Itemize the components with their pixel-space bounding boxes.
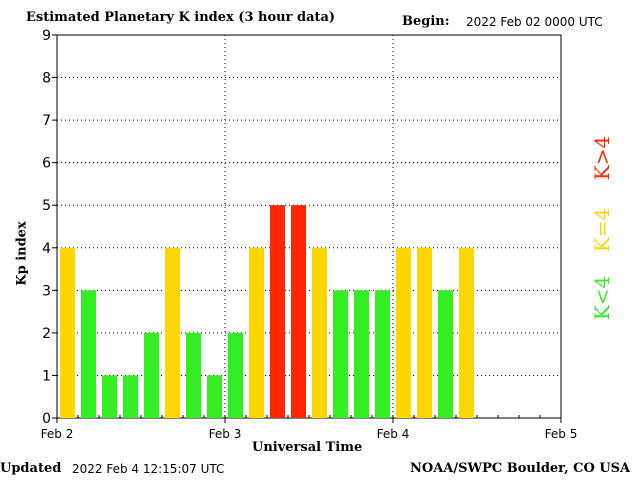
y-tick-label: 0 xyxy=(42,411,51,427)
kp-bar xyxy=(417,247,432,418)
x-axis-label: Universal Time xyxy=(252,440,363,455)
kp-bar xyxy=(291,205,306,418)
updated-value: 2022 Feb 4 12:15:07 UTC xyxy=(72,462,225,476)
kp-bar xyxy=(375,290,390,418)
source-credit: NOAA/SWPC Boulder, CO USA xyxy=(410,461,631,476)
kp-bar xyxy=(438,290,453,418)
legend-high-text: K>4 xyxy=(590,135,614,181)
y-axis-label-box: Kp index xyxy=(2,196,42,316)
y-tick-label: 4 xyxy=(42,241,51,257)
x-tick-label: Feb 2 xyxy=(41,427,74,441)
kp-bar xyxy=(207,375,222,418)
updated-label: Updated xyxy=(0,461,62,476)
legend-low-text: K<4 xyxy=(590,275,614,321)
kp-bar xyxy=(312,247,327,418)
kp-bar xyxy=(123,375,138,418)
x-tick-label: Feb 3 xyxy=(209,427,242,441)
x-tick-label: Feb 5 xyxy=(545,427,578,441)
begin-label: Begin: xyxy=(402,14,450,29)
kp-bar xyxy=(60,247,75,418)
kp-bar xyxy=(144,332,159,418)
x-tick-label: Feb 4 xyxy=(377,427,410,441)
kp-bar xyxy=(333,290,348,418)
kp-bar xyxy=(102,375,117,418)
plot-frame xyxy=(56,34,562,419)
kp-bar xyxy=(186,332,201,418)
y-tick-label: 5 xyxy=(42,198,51,214)
y-tick-label: 7 xyxy=(42,113,51,129)
kp-bar xyxy=(396,247,411,418)
legend-high: K>4 xyxy=(586,118,618,198)
y-tick-label: 6 xyxy=(42,156,51,172)
y-axis-label: Kp index xyxy=(14,221,30,286)
y-tick-label: 3 xyxy=(42,283,51,299)
kp-bar xyxy=(81,290,96,418)
kp-bar xyxy=(249,247,264,418)
kp-bar xyxy=(354,290,369,418)
kp-bar xyxy=(165,247,180,418)
y-tick-label: 1 xyxy=(42,368,51,384)
kp-bar xyxy=(459,247,474,418)
kp-bar xyxy=(270,205,285,418)
legend-low: K<4 xyxy=(586,258,618,338)
chart-title: Estimated Planetary K index (3 hour data… xyxy=(26,10,336,25)
y-tick-label: 8 xyxy=(42,71,51,87)
begin-value: 2022 Feb 02 0000 UTC xyxy=(466,15,603,29)
y-tick-label: 9 xyxy=(42,28,51,44)
kp-bar xyxy=(228,332,243,418)
y-tick-label: 2 xyxy=(42,326,51,342)
